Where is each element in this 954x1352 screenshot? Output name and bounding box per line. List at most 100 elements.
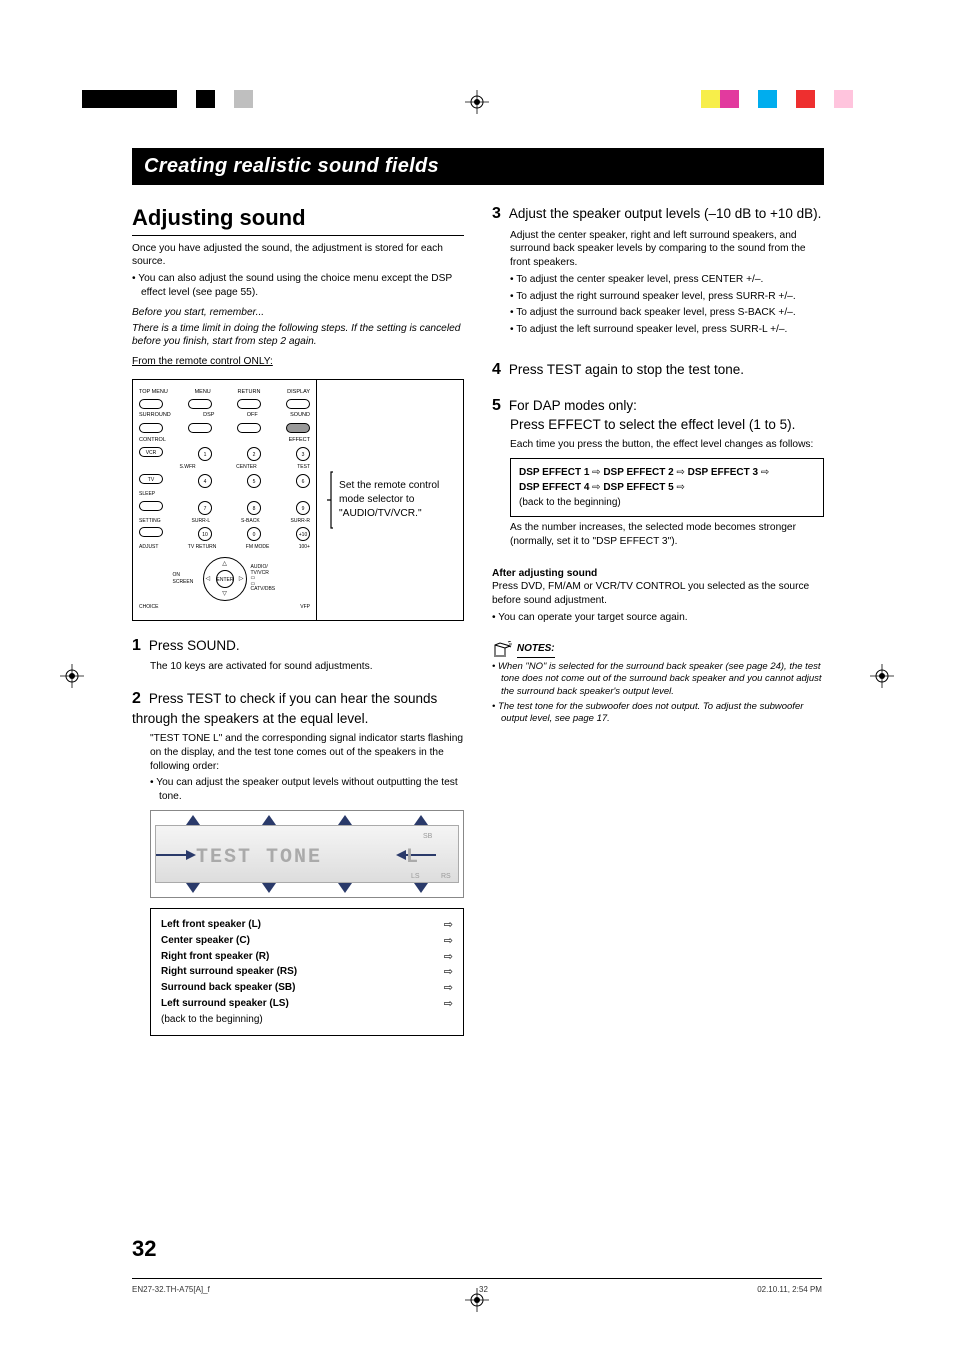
step3-bullet: To adjust the surround back speaker leve… (510, 306, 824, 320)
step-num-3: 3 (492, 203, 506, 225)
registration-mark-left (60, 664, 84, 688)
step3-bullet: To adjust the left surround speaker leve… (510, 323, 824, 337)
speaker-row: Right front speaker (R)⇨ (161, 950, 453, 965)
step-num-1: 1 (132, 635, 146, 657)
from-remote-text: From the remote control ONLY: (132, 355, 464, 369)
dsp-effect-box: DSP EFFECT 1 ⇨ DSP EFFECT 2 ⇨ DSP EFFECT… (510, 458, 824, 517)
step-2: 2 Press TEST to check if you can hear th… (132, 688, 464, 1036)
column-right: 3 Adjust the speaker output levels (–10 … (492, 203, 824, 1036)
timelimit-text: There is a time limit in doing the follo… (132, 322, 464, 350)
speaker-order-table: Left front speaker (L)⇨Center speaker (C… (150, 908, 464, 1037)
btn-1: 1 (198, 447, 212, 461)
step3-body: Adjust the center speaker, right and lef… (510, 229, 824, 270)
after-heading: After adjusting sound (492, 567, 824, 581)
label-center: CENTER (236, 464, 257, 471)
btn-6: 6 (296, 474, 310, 488)
notes-label: NOTES: (517, 642, 555, 658)
step-1: 1 Press SOUND. The 10 keys are activated… (132, 635, 464, 674)
note-item: The test tone for the subwoofer does not… (492, 701, 824, 726)
label-choice: CHOICE (139, 604, 158, 611)
btn-0: 0 (247, 527, 261, 541)
speaker-row: Left surround speaker (LS)⇨ (161, 997, 453, 1012)
after-bullet: You can operate your target source again… (492, 611, 824, 625)
label-surrr: SURR-R (291, 518, 310, 525)
intro-text: Once you have adjusted the sound, the ad… (132, 242, 464, 270)
note-item: When "NO" is selected for the surround b… (492, 661, 824, 698)
label-sleep: SLEEP (139, 491, 155, 498)
step1-head: Press SOUND. (149, 638, 240, 653)
btn-4: 4 (198, 474, 212, 488)
color-bar-left (82, 90, 272, 108)
notes-section: NOTES: When "NO" is selected for the sur… (492, 641, 824, 726)
btn-3: 3 (296, 447, 310, 461)
btn-9: 9 (296, 501, 310, 515)
remote-instruction: Set the remote control mode selector to … (317, 380, 463, 620)
footer-timestamp: 02.10.11, 2:54 PM (757, 1285, 822, 1294)
label-fmmode: FM MODE (246, 544, 270, 551)
label-swfr: S.WFR (180, 464, 196, 471)
footer-file: EN27-32.TH-A75[A]_f (132, 1285, 210, 1294)
speaker-row: Surround back speaker (SB)⇨ (161, 981, 453, 996)
display-panel: SB LS RS TEST TONE L (150, 810, 464, 898)
step5-after: As the number increases, the selected mo… (510, 521, 824, 549)
registration-mark-right (870, 664, 894, 688)
step2-head: Press TEST to check if you can hear the … (132, 691, 437, 726)
section-title: Creating realistic sound fields (132, 148, 824, 185)
step5-body: Each time you press the button, the effe… (510, 438, 824, 452)
step4-head: Press TEST again to stop the test tone. (509, 362, 744, 377)
column-left: Adjusting sound Once you have adjusted t… (132, 203, 464, 1036)
btn-7: 7 (198, 501, 212, 515)
intro-bullet: You can also adjust the sound using the … (132, 272, 464, 300)
step5-head2: Press EFFECT to select the effect level … (510, 416, 795, 434)
btn-tv: TV (139, 474, 163, 484)
step-4: 4 Press TEST again to stop the test tone… (492, 359, 824, 381)
speaker-row: Right surround speaker (RS)⇨ (161, 965, 453, 980)
step5-head1: For DAP modes only: (509, 398, 637, 413)
btn-plus10: +10 (296, 527, 310, 541)
step2-bullet: You can adjust the speaker output levels… (150, 776, 464, 804)
btn-vcr: VCR (139, 447, 163, 457)
step3-bullet: To adjust the center speaker level, pres… (510, 273, 824, 287)
step1-body: The 10 keys are activated for sound adju… (150, 660, 464, 674)
bracket-icon (327, 470, 333, 530)
btn-enter: ENTER (216, 570, 234, 588)
step-3: 3 Adjust the speaker output levels (–10 … (492, 203, 824, 337)
step3-head: Adjust the speaker output levels (–10 dB… (509, 206, 822, 221)
label-adjust: ADJUST (139, 544, 158, 551)
step2-body: "TEST TONE L" and the corresponding sign… (150, 732, 464, 773)
step-5: 5 For DAP modes only: Press EFFECT to se… (492, 395, 824, 549)
page-number: 32 (132, 1236, 156, 1262)
notes-icon (492, 641, 514, 657)
after-body: Press DVD, FM/AM or VCR/TV CONTROL you s… (492, 580, 824, 608)
label-test: TEST (297, 464, 310, 471)
label-catv: CATV/DBS (251, 586, 276, 592)
remote-illustration: TOP MENUMENURETURNDISPLAY SURROUNDDSPOFF… (133, 380, 317, 620)
before-text: Before you start, remember... (132, 306, 464, 320)
label-effect: EFFECT (289, 437, 310, 444)
btn-5: 5 (247, 474, 261, 488)
svg-text:RS: RS (441, 873, 451, 880)
registration-mark-top (465, 90, 489, 114)
label-control: CONTROL (139, 437, 166, 444)
btn-2: 2 (247, 447, 261, 461)
label-onscreen: ON SCREEN (173, 572, 199, 586)
footer-page: 32 (479, 1285, 488, 1294)
label-hundred: 100+ (299, 544, 310, 551)
label-setting: SETTING (139, 518, 161, 525)
remote-diagram: TOP MENUMENURETURNDISPLAY SURROUNDDSPOFF… (132, 379, 464, 621)
btn-8: 8 (247, 501, 261, 515)
speaker-row: Center speaker (C)⇨ (161, 934, 453, 949)
speaker-row: Left front speaker (L)⇨ (161, 918, 453, 933)
step-num-2: 2 (132, 688, 146, 710)
display-l: L (406, 844, 418, 871)
label-tvreturn: TV RETURN (188, 544, 217, 551)
label-audio: AUDIO/ TV/VCR (251, 564, 269, 576)
label-vfp: VFP (300, 604, 310, 611)
step-num-5: 5 (492, 395, 506, 417)
page-footer: EN27-32.TH-A75[A]_f 32 02.10.11, 2:54 PM (132, 1278, 822, 1294)
label-surrl: SURR-L (192, 518, 211, 525)
color-bar-right (682, 90, 872, 108)
label-sback: S-BACK (241, 518, 260, 525)
btn-10: 10 (198, 527, 212, 541)
step-num-4: 4 (492, 359, 506, 381)
